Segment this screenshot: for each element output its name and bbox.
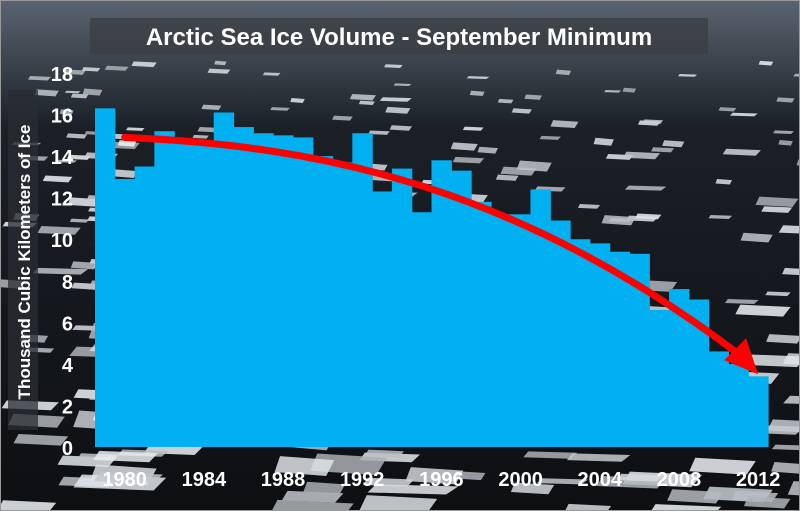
bar-1983 [174,143,195,447]
bar-series [95,108,769,448]
title-group: Arctic Sea Ice Volume - September Minimu… [90,18,708,54]
x-tick-1984: 1984 [182,469,227,491]
y-axis-ticks: 0 2 4 6 8 10 12 14 16 18 [51,64,74,460]
bar-2011 [728,363,749,447]
y-axis-label: Thousand Cubic Kilometers of Ice [15,125,34,400]
y-tick-12: 12 [51,189,73,211]
bar-1999 [490,214,512,447]
bar-1991 [332,162,353,447]
trend-arrow-line [121,133,748,362]
y-axis-label-group: Thousand Cubic Kilometers of Ice [8,90,38,430]
bar-1994 [391,168,413,447]
trend-arrow-head [724,338,759,375]
bar-2005 [609,251,631,447]
y-tick-14: 14 [51,147,74,169]
y-tick-6: 6 [62,313,73,335]
bar-2003 [570,239,591,447]
bar-2004 [589,243,611,447]
y-tick-2: 2 [62,396,73,418]
x-tick-2000: 2000 [498,469,543,491]
bar-1996 [431,160,452,447]
x-tick-1980: 1980 [102,469,147,491]
bar-1980 [114,178,136,447]
bar-2002 [550,220,571,447]
bar-2007 [649,309,670,447]
bar-2012 [748,376,769,447]
bar-2008 [669,289,690,447]
bar-1989 [292,137,314,447]
x-tick-2004: 2004 [578,469,623,491]
bar-1982 [154,131,175,447]
bar-1993 [372,191,393,447]
bar-1988 [273,135,294,447]
bar-1985 [213,112,235,447]
x-tick-2008: 2008 [657,469,702,491]
bar-1984 [193,143,215,447]
trend-arrow [121,133,759,375]
y-tick-0: 0 [62,438,73,460]
x-tick-1996: 1996 [419,469,464,491]
y-tick-18: 18 [51,64,73,86]
bar-2010 [708,351,730,447]
bar-1998 [471,201,492,447]
bar-1987 [253,133,274,447]
bar-1990 [312,156,334,448]
x-axis-ticks: 1980 1984 1988 1992 1996 2000 2004 2008 2012 [102,469,780,491]
y-tick-16: 16 [51,106,73,128]
bar-1981 [134,166,155,447]
bar-2006 [629,253,650,447]
x-tick-1988: 1988 [261,469,306,491]
y-tick-10: 10 [51,230,73,252]
bar-1997 [451,170,472,447]
y-tick-8: 8 [62,272,73,294]
y-tick-4: 4 [62,355,74,377]
bar-1992 [352,133,373,447]
bar-1986 [233,127,254,448]
bar-1979 [95,108,116,447]
chart-title: Arctic Sea Ice Volume - September Minimu… [146,24,652,51]
bar-2009 [688,299,710,447]
x-tick-2012: 2012 [736,469,781,491]
bar-1995 [411,212,433,447]
bar-2000 [510,214,532,447]
x-tick-1992: 1992 [340,469,385,491]
bar-2001 [530,189,551,448]
